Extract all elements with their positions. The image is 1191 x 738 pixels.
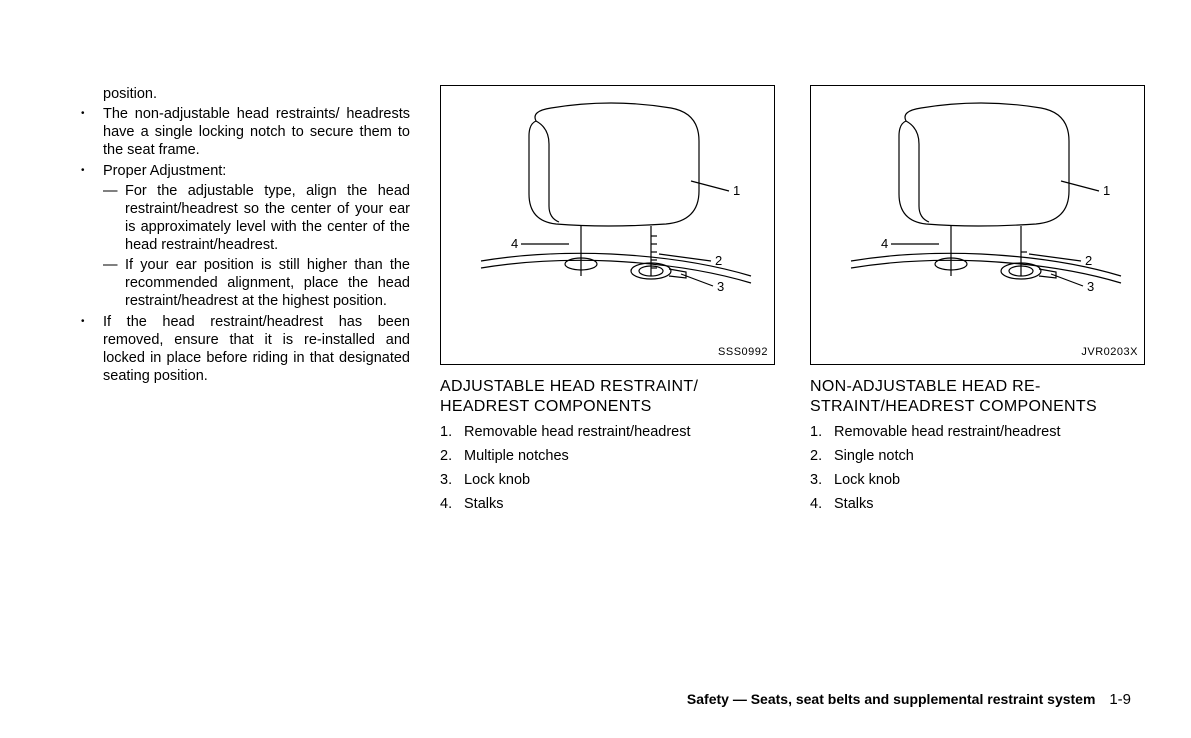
page-footer: Safety — Seats, seat belts and supplemen… (687, 691, 1131, 708)
list-text: Stalks (834, 496, 874, 512)
section-heading-adjustable: ADJUSTABLE HEAD RESTRAINT/ HEADREST COMP… (440, 377, 780, 417)
headrest-diagram-icon: 1 2 3 4 (811, 86, 1144, 364)
page-number: 1-9 (1109, 691, 1131, 708)
right-column: 1 2 3 4 JVR0203X NON-ADJUSTABLE HEAD RE-… (810, 85, 1150, 520)
list-item: 1.Removable head restraint/headrest (440, 423, 780, 441)
left-text-column: position. The non-adjustable head restra… (75, 85, 410, 520)
figure-code: JVR0203X (1081, 346, 1138, 360)
figure-code: SSS0992 (718, 346, 768, 360)
bullet-text: If the head restraint/headrest has been … (103, 314, 410, 384)
callout-2: 2 (1085, 253, 1092, 268)
list-text: Single notch (834, 448, 914, 464)
list-text: Removable head restraint/headrest (834, 424, 1061, 440)
callout-1: 1 (733, 183, 740, 198)
list-text: Removable head restraint/headrest (464, 424, 691, 440)
list-item: 3.Lock knob (440, 471, 780, 489)
bullet-item: Proper Adjustment: For the adjustable ty… (75, 162, 410, 311)
chapter-title: Safety — Seats, seat belts and supplemen… (687, 691, 1096, 707)
list-text: Lock knob (834, 472, 900, 488)
sub-list: For the adjustable type, align the head … (103, 182, 410, 311)
list-item: 1.Removable head restraint/headrest (810, 423, 1150, 441)
bullet-item: The non-adjustable head restraints/ head… (75, 105, 410, 159)
callout-3: 3 (717, 279, 724, 294)
component-list: 1.Removable head restraint/headrest 2.Mu… (440, 423, 780, 514)
sub-item: If your ear position is still higher tha… (103, 256, 410, 310)
section-heading-nonadjustable: NON-ADJUSTABLE HEAD RE-STRAINT/HEADREST … (810, 377, 1150, 417)
bullet-list: The non-adjustable head restraints/ head… (75, 105, 410, 385)
middle-column: 1 2 3 4 SSS0992 ADJUSTABLE HEAD RESTRAIN… (440, 85, 780, 520)
list-item: 3.Lock knob (810, 471, 1150, 489)
callout-4: 4 (511, 236, 518, 251)
list-item: 4.Stalks (440, 495, 780, 513)
list-item: 2.Multiple notches (440, 447, 780, 465)
callout-1: 1 (1103, 183, 1110, 198)
figure-nonadjustable: 1 2 3 4 JVR0203X (810, 85, 1145, 365)
figure-adjustable: 1 2 3 4 SSS0992 (440, 85, 775, 365)
callout-4: 4 (881, 236, 888, 251)
callout-3: 3 (1087, 279, 1094, 294)
component-list: 1.Removable head restraint/headrest 2.Si… (810, 423, 1150, 514)
list-item: 4.Stalks (810, 495, 1150, 513)
list-text: Multiple notches (464, 448, 569, 464)
continuation-line: position. (75, 85, 410, 103)
list-item: 2.Single notch (810, 447, 1150, 465)
sub-item: For the adjustable type, align the head … (103, 182, 410, 255)
columns: position. The non-adjustable head restra… (75, 85, 1135, 520)
list-text: Stalks (464, 496, 504, 512)
headrest-diagram-icon: 1 2 3 4 (441, 86, 774, 364)
callout-2: 2 (715, 253, 722, 268)
bullet-text: The non-adjustable head restraints/ head… (103, 106, 410, 158)
bullet-item: If the head restraint/headrest has been … (75, 313, 410, 386)
manual-page: position. The non-adjustable head restra… (75, 85, 1135, 520)
bullet-text: Proper Adjustment: (103, 163, 226, 179)
list-text: Lock knob (464, 472, 530, 488)
